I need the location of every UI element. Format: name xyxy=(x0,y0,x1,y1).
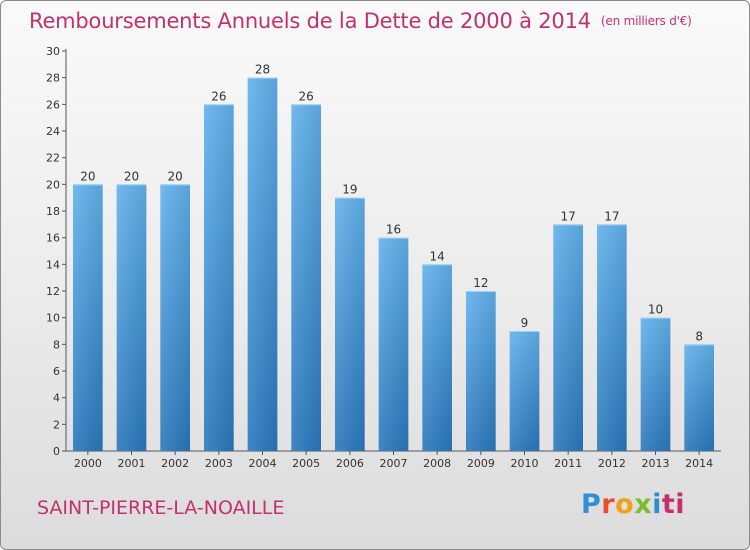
chart-title-text: Remboursements Annuels de la Dette de 20… xyxy=(29,9,591,33)
chart-title: Remboursements Annuels de la Dette de 20… xyxy=(29,9,692,33)
logo-letter: i xyxy=(652,489,662,520)
y-tick-label: 2 xyxy=(53,418,60,431)
bar-value-label: 28 xyxy=(255,63,270,77)
bar-value-label: 17 xyxy=(561,209,576,223)
bar-value-label: 12 xyxy=(473,276,488,290)
y-tick-label: 24 xyxy=(46,125,60,138)
bar-value-label: 8 xyxy=(695,329,703,343)
x-tick-label: 2008 xyxy=(423,457,451,470)
bar-shade xyxy=(509,331,540,451)
bar-value-label: 16 xyxy=(386,223,401,237)
y-tick-label: 20 xyxy=(46,178,60,191)
y-tick-label: 26 xyxy=(46,98,60,111)
bar-value-label: 26 xyxy=(211,89,226,103)
x-tick-label: 2003 xyxy=(205,457,233,470)
x-tick-label: 2001 xyxy=(118,457,146,470)
x-tick-label: 2009 xyxy=(467,457,495,470)
bar-shade xyxy=(160,184,191,452)
x-tick-label: 2002 xyxy=(161,457,189,470)
bar-shade xyxy=(72,184,103,452)
y-tick-label: 28 xyxy=(46,72,60,85)
bar-shade xyxy=(334,197,365,451)
bar-value-label: 20 xyxy=(168,169,183,183)
bar-value-label: 26 xyxy=(299,89,314,103)
logo-letter: ti xyxy=(661,489,686,520)
x-tick-label: 2011 xyxy=(554,457,582,470)
bar-shade xyxy=(684,344,715,451)
logo-letter: r xyxy=(601,489,616,520)
y-tick-label: 8 xyxy=(53,338,60,351)
bars xyxy=(72,77,715,452)
bar-value-label: 9 xyxy=(521,316,529,330)
logo-letter: o xyxy=(615,489,635,520)
logo-letter: P xyxy=(581,489,602,520)
bar-shade xyxy=(203,104,234,451)
bar-shade xyxy=(465,291,496,451)
y-tick-label: 12 xyxy=(46,285,60,298)
x-tick-label: 2005 xyxy=(292,457,320,470)
x-tick-label: 2014 xyxy=(685,457,713,470)
bar-shade xyxy=(640,317,671,451)
bar-value-label: 10 xyxy=(648,303,663,317)
x-tick-label: 2013 xyxy=(642,457,670,470)
y-tick-label: 10 xyxy=(46,312,60,325)
bar-shade xyxy=(378,237,409,451)
bar-shade xyxy=(422,264,453,451)
x-tick-label: 2006 xyxy=(336,457,364,470)
chart-unit: (en milliers d'€) xyxy=(600,14,692,28)
bar-value-label: 19 xyxy=(342,183,357,197)
x-tick-label: 2000 xyxy=(74,457,102,470)
logo-letter: x xyxy=(634,489,653,520)
bar-value-label: 14 xyxy=(430,249,445,263)
y-tick-label: 4 xyxy=(53,392,60,405)
y-tick-label: 14 xyxy=(46,258,60,271)
bar-shade xyxy=(116,184,147,452)
bar-shade xyxy=(291,104,322,451)
proxiti-logo[interactable]: Proxiti xyxy=(581,489,685,520)
bar-value-label: 17 xyxy=(604,209,619,223)
bar-shade xyxy=(596,224,627,451)
y-tick-label: 22 xyxy=(46,152,60,165)
data-labels: 20 20 20 26 28 26 19 16 14 12 9 17 17 10 8 xyxy=(80,63,703,344)
y-tick-label: 6 xyxy=(53,365,60,378)
bar-shade xyxy=(553,224,584,451)
y-tick-label: 0 xyxy=(53,445,60,458)
x-tick-label: 2010 xyxy=(511,457,539,470)
bar-value-label: 20 xyxy=(80,169,95,183)
bar-value-label: 20 xyxy=(124,169,139,183)
x-tick-label: 2004 xyxy=(249,457,277,470)
y-tick-label: 16 xyxy=(46,232,60,245)
x-tick-label: 2007 xyxy=(380,457,408,470)
x-tick-label: 2012 xyxy=(598,457,626,470)
y-tick-label: 18 xyxy=(46,205,60,218)
y-tick-label: 30 xyxy=(46,45,60,58)
commune-name: SAINT-PIERRE-LA-NOAILLE xyxy=(37,497,285,519)
bar-shade xyxy=(247,77,278,452)
